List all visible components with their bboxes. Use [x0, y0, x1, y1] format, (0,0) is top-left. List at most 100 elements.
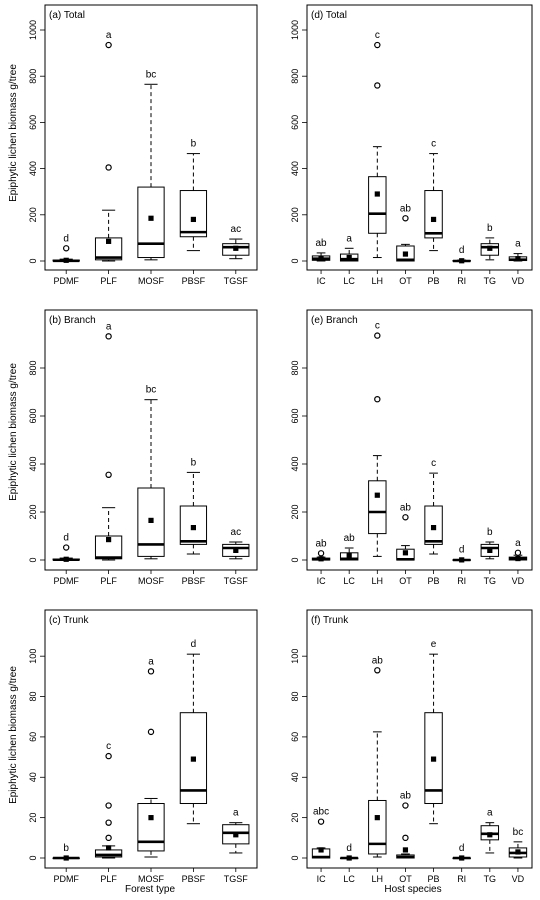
x-tick-label: LC — [343, 874, 355, 884]
box-lc: d — [339, 843, 359, 861]
outlier-point — [374, 396, 381, 403]
significance-letter: d — [346, 843, 352, 854]
box-plf: a — [94, 30, 123, 262]
panel-4: (d) Total02004006008001000abICaLCcLHabOT… — [290, 4, 533, 286]
y-tick-label: 60 — [28, 732, 38, 742]
y-tick-label: 200 — [290, 504, 300, 519]
box-tgsf: ac — [222, 224, 250, 260]
outlier-point — [105, 333, 112, 340]
x-tick-label: RI — [457, 874, 466, 884]
y-tick-label: 100 — [290, 649, 300, 664]
box-tg: a — [480, 808, 500, 854]
x-tick-label: VD — [512, 276, 525, 286]
box-ri: d — [452, 545, 471, 563]
box-iqr — [137, 186, 165, 259]
significance-letter: bc — [146, 385, 157, 396]
outlier-point — [402, 802, 409, 809]
mean-marker — [430, 525, 437, 531]
mean-marker — [487, 547, 493, 553]
significance-letter: a — [233, 808, 239, 819]
mean-marker — [459, 855, 465, 861]
box-lc: ab — [339, 533, 359, 561]
outlier-point — [374, 82, 381, 89]
y-tick-label: 40 — [290, 772, 300, 782]
y-axis-title-top: Epiphytic lichen biomass g/tree — [8, 64, 19, 202]
panel-label: (b) Branch — [49, 315, 96, 326]
x-tick-label: VD — [512, 874, 525, 884]
significance-letter: b — [63, 843, 69, 854]
mean-marker — [346, 254, 352, 261]
outlier-point — [402, 215, 409, 222]
outlier-point — [105, 752, 112, 760]
mean-marker — [190, 216, 196, 223]
x-tick-label: TG — [484, 576, 497, 586]
box-lh: ab — [368, 655, 387, 858]
significance-letter: a — [106, 321, 112, 332]
box-ot: ab — [396, 791, 415, 859]
outlier-point — [105, 471, 112, 478]
box-pbsf: b — [179, 457, 208, 555]
box-plf: c — [94, 741, 123, 859]
panel-3: (c) Trunk 0 20 40 60 80 100 b PDMF c PLF a MOSF d PBSF… — [28, 609, 258, 884]
significance-letter: ac — [231, 527, 242, 538]
mean-marker — [106, 845, 112, 851]
box-ic: abc — [311, 807, 331, 859]
significance-letter: a — [515, 538, 521, 549]
x-tick-label: LC — [343, 276, 355, 286]
box-ic: ab — [311, 238, 331, 262]
significance-letter: bc — [513, 827, 524, 838]
x-tick-label: MOSF — [138, 576, 165, 586]
mean-marker — [148, 215, 154, 221]
y-axis-title-bottom: Epiphytic lichen biomass g/tree — [8, 666, 19, 804]
significance-letter: ab — [316, 238, 328, 249]
box-iqr — [137, 803, 165, 852]
x-tick-label: PDMF — [53, 276, 79, 286]
outlier-point — [374, 41, 381, 49]
mean-marker — [487, 832, 493, 838]
outlier-point — [105, 41, 112, 49]
mean-marker — [190, 525, 196, 531]
y-tick-label: 60 — [290, 732, 300, 742]
x-tick-label: PLF — [100, 874, 117, 884]
box-ic: ab — [311, 538, 331, 562]
box-plf: a — [94, 321, 123, 561]
x-axis-title-right: Host species — [384, 884, 441, 895]
panel-6: (f) Trunk020406080100abcICdLCabLHabOTePB… — [290, 609, 533, 884]
x-tick-label: MOSF — [138, 276, 165, 286]
x-tick-label: RI — [457, 276, 466, 286]
y-tick-label: 0 — [28, 855, 38, 860]
mean-marker — [346, 552, 352, 558]
outlier-point — [374, 667, 381, 674]
mean-marker — [233, 245, 239, 251]
significance-letter: a — [346, 233, 352, 244]
outlier-point — [105, 164, 112, 171]
box-ot: ab — [396, 203, 415, 262]
box-mosf: bc — [137, 69, 165, 261]
significance-letter: d — [63, 533, 69, 544]
y-tick-label: 800 — [28, 360, 38, 375]
y-tick-label: 400 — [28, 161, 38, 176]
y-tick-label: 200 — [290, 207, 300, 222]
box-mosf: a — [137, 656, 165, 858]
y-tick-label: 200 — [28, 207, 38, 222]
box-tgsf: a — [222, 808, 250, 854]
y-tick-label: 400 — [290, 456, 300, 471]
mean-marker — [374, 191, 380, 197]
box-ri: d — [452, 245, 471, 264]
significance-letter: b — [487, 223, 493, 234]
x-tick-label: IC — [317, 874, 327, 884]
x-tick-label: PB — [428, 576, 440, 586]
outlier-point — [374, 332, 381, 339]
significance-letter: ab — [400, 791, 412, 802]
x-tick-label: OT — [399, 874, 412, 884]
mean-marker — [430, 756, 437, 762]
box-tg: b — [480, 527, 500, 560]
plot-frame — [306, 4, 533, 271]
mean-marker — [63, 257, 69, 263]
y-tick-label: 0 — [28, 258, 38, 263]
box-tg: b — [480, 223, 500, 261]
significance-letter: d — [459, 245, 465, 256]
box-pdmf: b — [52, 843, 80, 861]
plot-frame — [306, 609, 533, 869]
